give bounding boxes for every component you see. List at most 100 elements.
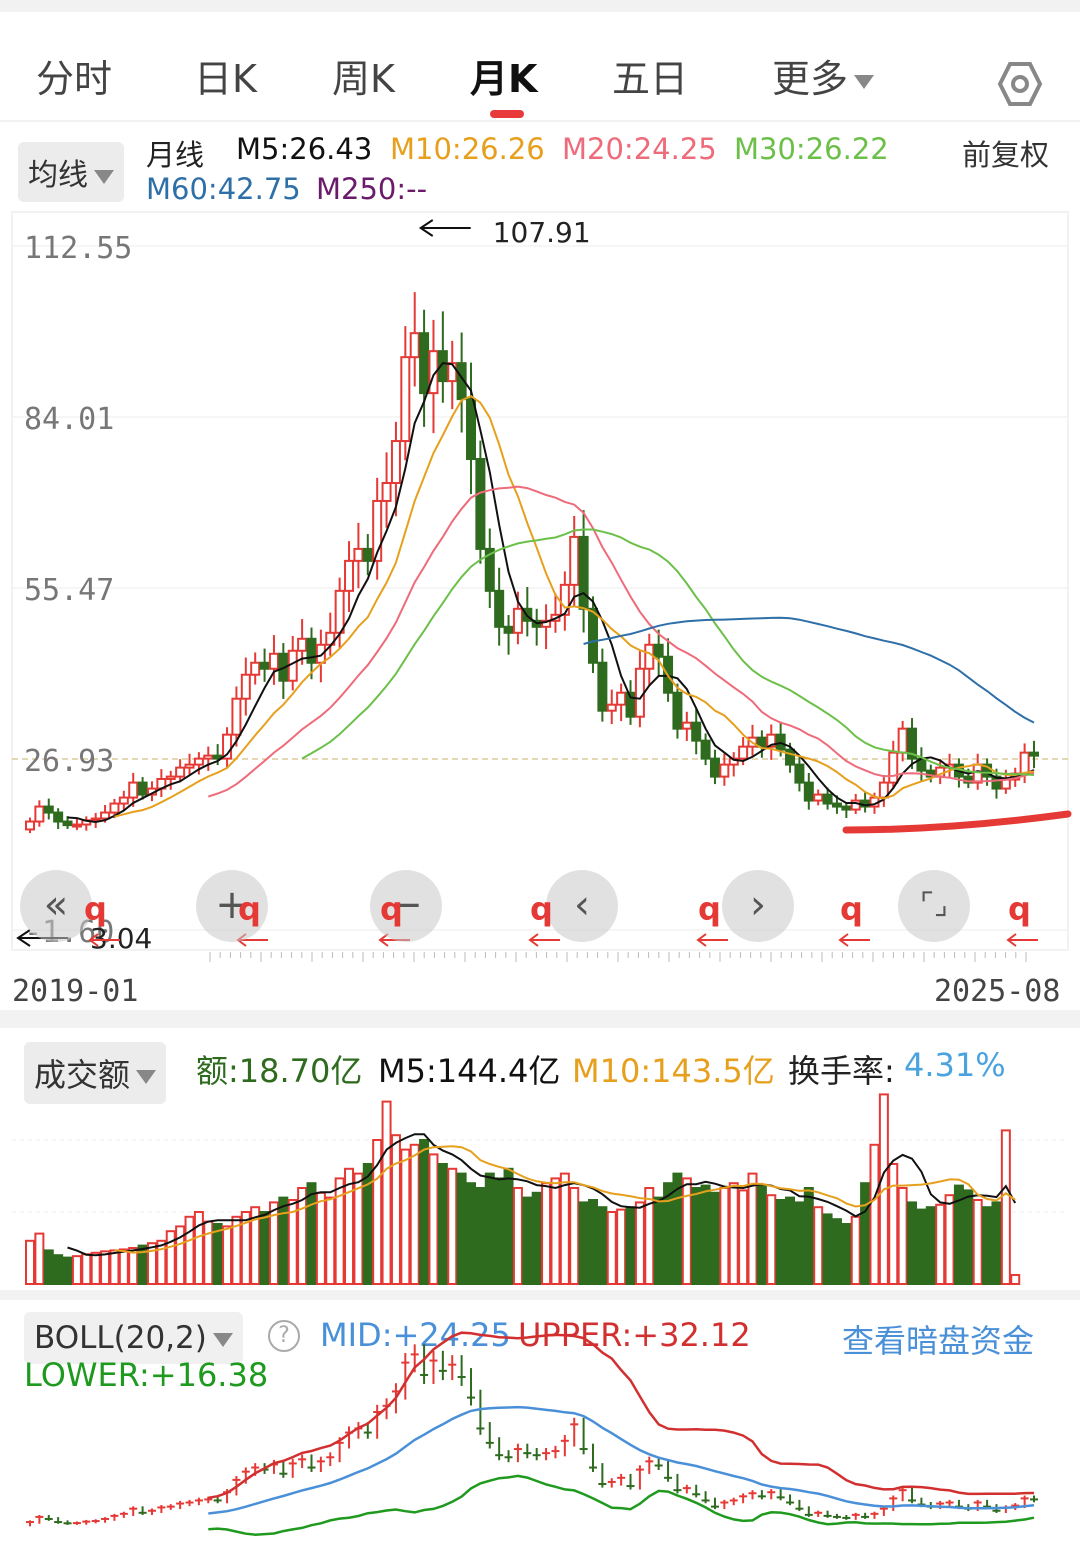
ma10-value: M10:26.26 <box>390 132 545 166</box>
candle-body <box>193 757 204 766</box>
candle <box>541 604 552 650</box>
volume-dropdown[interactable]: 成交额 <box>24 1042 167 1104</box>
candle <box>175 759 186 783</box>
boll-candle <box>467 1368 476 1406</box>
boll-candle <box>420 1344 429 1385</box>
candle-body <box>738 745 749 760</box>
boll-candle <box>35 1514 44 1524</box>
adjust-mode[interactable]: 前复权 <box>962 138 1050 172</box>
tab-more[interactable]: 更多 <box>772 48 875 103</box>
boll-chart <box>26 1331 1038 1536</box>
candle-body <box>925 769 936 778</box>
boll-candle <box>570 1417 579 1447</box>
volume-bar <box>700 1184 711 1286</box>
boll-dropdown[interactable]: BOLL(20,2) <box>24 1312 243 1364</box>
candle-body <box>25 820 35 831</box>
volume-bar <box>43 1249 54 1285</box>
volume-bar <box>531 1191 542 1285</box>
volume-bar <box>860 1182 871 1285</box>
boll-candle <box>879 1506 888 1516</box>
tab-intraday[interactable]: 分时 <box>36 57 113 101</box>
volume-bar <box>756 1184 767 1286</box>
volume-bar <box>803 1187 814 1285</box>
candle-body <box>644 643 655 670</box>
volume-bar <box>982 1206 993 1285</box>
q-arrow <box>838 933 870 947</box>
volume-bar <box>222 1225 233 1285</box>
fullscreen-icon: ⌜⌟ <box>919 887 949 922</box>
candle-body <box>1000 778 1011 790</box>
boll-candle <box>635 1465 644 1490</box>
tab-daily-k[interactable]: 日K <box>194 57 257 101</box>
boll-candle <box>908 1486 917 1504</box>
settings-icon[interactable] <box>996 60 1044 108</box>
candle-body <box>672 691 683 730</box>
candle <box>616 683 627 722</box>
volume-bar <box>1000 1129 1011 1286</box>
dark-pool-link[interactable]: 查看暗盘资金 <box>842 1322 1035 1360</box>
candle-body <box>756 736 767 748</box>
candle-body <box>62 820 73 827</box>
candle <box>794 756 805 792</box>
prev-button[interactable]: ‹ <box>546 870 618 942</box>
volume-bar <box>334 1177 345 1285</box>
candle-body <box>43 805 54 814</box>
candle <box>803 772 814 810</box>
boll-candle <box>767 1489 776 1500</box>
candle-body <box>466 398 477 461</box>
volume-bar <box>606 1211 617 1285</box>
boll-candle <box>129 1506 138 1516</box>
boll-candle <box>748 1490 757 1500</box>
volume-bar <box>522 1196 533 1286</box>
candle-body <box>897 727 908 754</box>
help-icon[interactable]: ? <box>268 1320 300 1352</box>
volume-bar <box>287 1199 298 1285</box>
boll-lower: LOWER:+16.38 <box>24 1356 269 1394</box>
turnover-value: 4.31% <box>904 1046 1006 1084</box>
boll-lower-line <box>208 1474 1035 1536</box>
candle-body <box>681 721 692 730</box>
candle-body <box>240 673 251 700</box>
volume-bar <box>372 1139 383 1285</box>
candle <box>766 724 777 760</box>
boll-candle <box>870 1511 879 1519</box>
tab-weekly-k[interactable]: 周K <box>332 57 395 101</box>
candle <box>193 752 204 775</box>
volume-bar <box>353 1172 364 1286</box>
boll-candle <box>626 1473 635 1490</box>
zoom-in-button[interactable]: + <box>196 870 268 942</box>
boll-candle <box>664 1460 673 1482</box>
ma-dropdown[interactable]: 均线 <box>18 142 124 202</box>
candle <box>681 711 692 741</box>
rewind-icon: « <box>43 882 69 928</box>
candle-body <box>719 763 730 778</box>
volume-bar <box>297 1187 308 1285</box>
boll-candle <box>692 1484 701 1498</box>
candle <box>907 718 918 769</box>
candle-body <box>512 607 523 634</box>
candle <box>43 798 54 820</box>
next-button[interactable]: › <box>722 870 794 942</box>
boll-candle <box>457 1355 466 1386</box>
volume-bar <box>400 1148 411 1285</box>
start-date-label: 2019-01 <box>12 974 139 1009</box>
tab-monthly-k[interactable]: 月K <box>470 57 538 101</box>
fullscreen-button[interactable]: ⌜⌟ <box>898 870 970 942</box>
candle <box>813 789 824 806</box>
candle-body <box>841 805 852 811</box>
candle <box>297 619 308 665</box>
boll-candle <box>298 1454 307 1469</box>
volume-bar <box>494 1177 505 1285</box>
volume-bar <box>381 1100 392 1285</box>
tab-five-day[interactable]: 五日 <box>612 57 689 101</box>
volume-bar <box>972 1199 983 1285</box>
candle-body <box>372 499 383 562</box>
rewind-button[interactable]: « <box>20 870 92 942</box>
candle <box>71 817 82 831</box>
zoom-out-button[interactable]: − <box>370 870 442 942</box>
boll-dropdown-label: BOLL(20,2) <box>34 1320 207 1356</box>
candle-body <box>766 733 777 748</box>
boll-candle <box>861 1512 870 1519</box>
volume-bar <box>644 1187 655 1285</box>
